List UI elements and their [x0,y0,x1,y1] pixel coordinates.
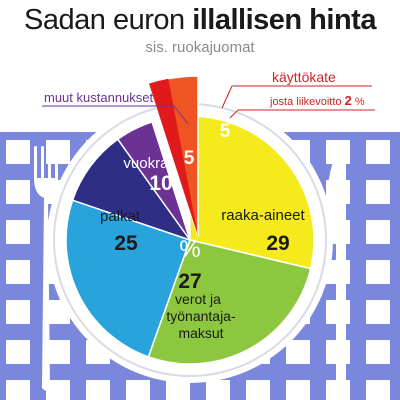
tablecloth-square [366,220,390,244]
pie-slice-raaka-aineet [189,115,315,270]
muut-callout-leader [173,105,189,125]
vuokrat-name-label: vuokrat [123,155,173,172]
raaka-value-label: 29 [266,232,289,255]
tablecloth-square [366,340,390,364]
pie-slice-muut [116,121,191,241]
title-light: Sadan euron [24,4,185,36]
knife-icon [325,150,346,391]
liikevoitto-value: 2 [345,93,352,108]
palkat-value-label: 25 [114,232,138,255]
tablecloth-square [366,380,390,400]
muut-value-label: 5 [184,148,195,169]
tablecloth-square [366,300,390,324]
percent-symbol: % [179,236,200,263]
kate-value-label: 5 [220,121,231,142]
vuokrat-value-label: 10 [149,172,172,195]
liikevoitto-text: josta liikevoitto [269,96,342,108]
raaka-name-label: raaka-aineet [221,207,305,224]
verot-name-line3: maksut [178,325,223,341]
verot-value-label: 27 [178,270,201,293]
verot-name-line2: työnantaja- [166,308,236,324]
tablecloth-square [6,300,30,324]
tablecloth-square [6,380,30,400]
pie-slice-vuokrat [71,138,192,242]
pie-slice-palkat [65,199,191,358]
tablecloth-square [126,380,150,400]
tablecloth-square [366,140,390,164]
pie-slice-verot [147,239,312,365]
tablecloth-square [286,340,310,364]
tablecloth-square [46,340,70,364]
kate-callout-leader [221,85,233,109]
pie-slice-liikevoitto [149,78,198,237]
tablecloth-square [286,380,310,400]
tablecloth-square [6,220,30,244]
page-title: Sadan euron illallisen hinta [0,4,400,37]
kate-name-label: käyttökate [272,69,336,85]
palkat-name-label: palkat [100,208,141,225]
tablecloth-square [46,380,70,400]
muut-name-label: muut kustannukset [44,90,154,105]
pie-chart [65,75,315,365]
tablecloth-square [6,260,30,284]
tablecloth-square [6,140,30,164]
tablecloth-square [246,380,270,400]
tablecloth-square [166,380,190,400]
tablecloth-square [206,380,230,400]
liikevoitto-label: josta liikevoitto 2 % [269,93,365,108]
liikevoitto-callout-leader [229,109,239,119]
tablecloth-square [86,380,110,400]
title-bold: illallisen hinta [192,4,376,36]
liikevoitto-unit: % [355,96,365,108]
verot-name-line1: verot ja [175,291,221,307]
tablecloth-square [6,340,30,364]
tablecloth-square [366,180,390,204]
page-subtitle: sis. ruokajuomat [145,39,255,56]
tablecloth-square [6,180,30,204]
tablecloth-square [366,260,390,284]
fork-icon [34,146,58,391]
